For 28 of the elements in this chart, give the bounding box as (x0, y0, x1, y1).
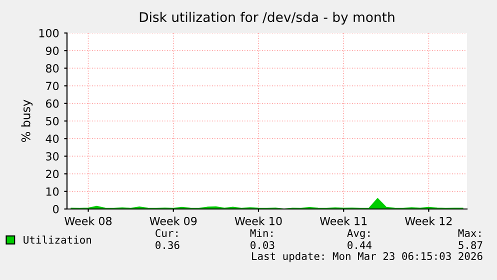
text: 0.03 (250, 241, 274, 250)
y-tick-label: 100 (39, 28, 59, 38)
text: 0.44 (348, 241, 372, 250)
y-tick-label: 50 (46, 116, 59, 126)
chart-title: Disk utilization for /dev/sda - by month (140, 12, 394, 25)
y-tick-label: 70 (46, 82, 59, 90)
x-tick-label: Week 11 (320, 216, 367, 226)
text: Max: (458, 229, 480, 238)
y-tick-label: 30 (46, 152, 59, 161)
text: 0.36 (156, 241, 180, 250)
x-tick-label: Week 08 (64, 216, 112, 226)
text: Last update: Mon Mar 23 06:15:03 2026 (252, 252, 482, 262)
x-tick-label: Week 10 (234, 216, 282, 226)
y-tick-label: 90 (46, 46, 59, 55)
y-axis-title: % busy (21, 100, 33, 142)
legend-label: Utilization (24, 236, 91, 244)
text: 5.87 (458, 241, 482, 250)
x-tick-label: Week 12 (405, 216, 452, 226)
y-tick-label: 60 (46, 99, 59, 108)
text: Min: (250, 228, 272, 237)
text: Avg: (347, 229, 370, 240)
x-tick-label: Week 09 (150, 216, 197, 226)
y-tick-label: 20 (46, 170, 59, 178)
y-tick-label: 0 (53, 204, 59, 214)
y-tick-label: 40 (46, 134, 59, 143)
text: Cur: (156, 229, 178, 238)
y-tick-label: 10 (46, 187, 59, 196)
y-tick-label: 80 (46, 64, 59, 73)
